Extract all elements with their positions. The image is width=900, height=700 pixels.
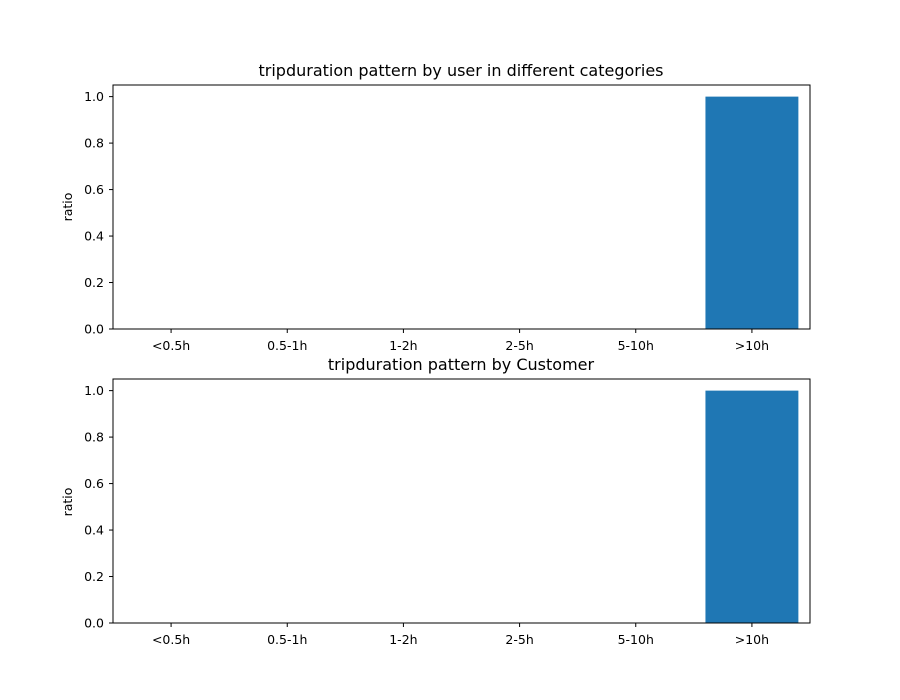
x-tick-label: 0.5-1h xyxy=(267,632,307,647)
x-tick-label: 5-10h xyxy=(618,632,654,647)
x-tick-label: >10h xyxy=(735,632,769,647)
x-tick-label: 0.5-1h xyxy=(267,338,307,353)
bar xyxy=(705,96,799,330)
chart-top: tripduration pattern by user in differen… xyxy=(60,61,811,353)
x-tick-label: 5-10h xyxy=(618,338,654,353)
y-tick-label: 0.2 xyxy=(84,569,104,584)
bar xyxy=(705,390,799,623)
y-tick-label: 0.0 xyxy=(84,616,104,631)
y-tick-label: 1.0 xyxy=(84,89,104,104)
y-tick-label: 0.2 xyxy=(84,275,104,290)
plot-frame xyxy=(112,84,811,330)
y-tick-label: 0.6 xyxy=(84,476,104,491)
y-tick-label: 0.8 xyxy=(84,136,104,151)
chart-title: tripduration pattern by Customer xyxy=(328,355,595,374)
x-tick-label: <0.5h xyxy=(152,338,190,353)
y-axis-label: ratio xyxy=(60,488,75,517)
y-tick-label: 0.6 xyxy=(84,182,104,197)
chart-bottom: tripduration pattern by Customer ratio <… xyxy=(60,355,811,647)
plot-frame xyxy=(112,378,811,624)
y-tick-label: 0.0 xyxy=(84,322,104,337)
x-tick-label: 2-5h xyxy=(505,632,533,647)
y-tick-label: 1.0 xyxy=(84,383,104,398)
x-tick-label: 1-2h xyxy=(389,338,417,353)
y-axis-label: ratio xyxy=(60,193,75,222)
x-tick-label: <0.5h xyxy=(152,632,190,647)
x-tick-label: 1-2h xyxy=(389,632,417,647)
chart-title: tripduration pattern by user in differen… xyxy=(258,61,663,80)
y-tick-label: 0.4 xyxy=(84,523,104,538)
y-tick-label: 0.4 xyxy=(84,229,104,244)
x-tick-label: >10h xyxy=(735,338,769,353)
x-tick-label: 2-5h xyxy=(505,338,533,353)
y-tick-label: 0.8 xyxy=(84,430,104,445)
